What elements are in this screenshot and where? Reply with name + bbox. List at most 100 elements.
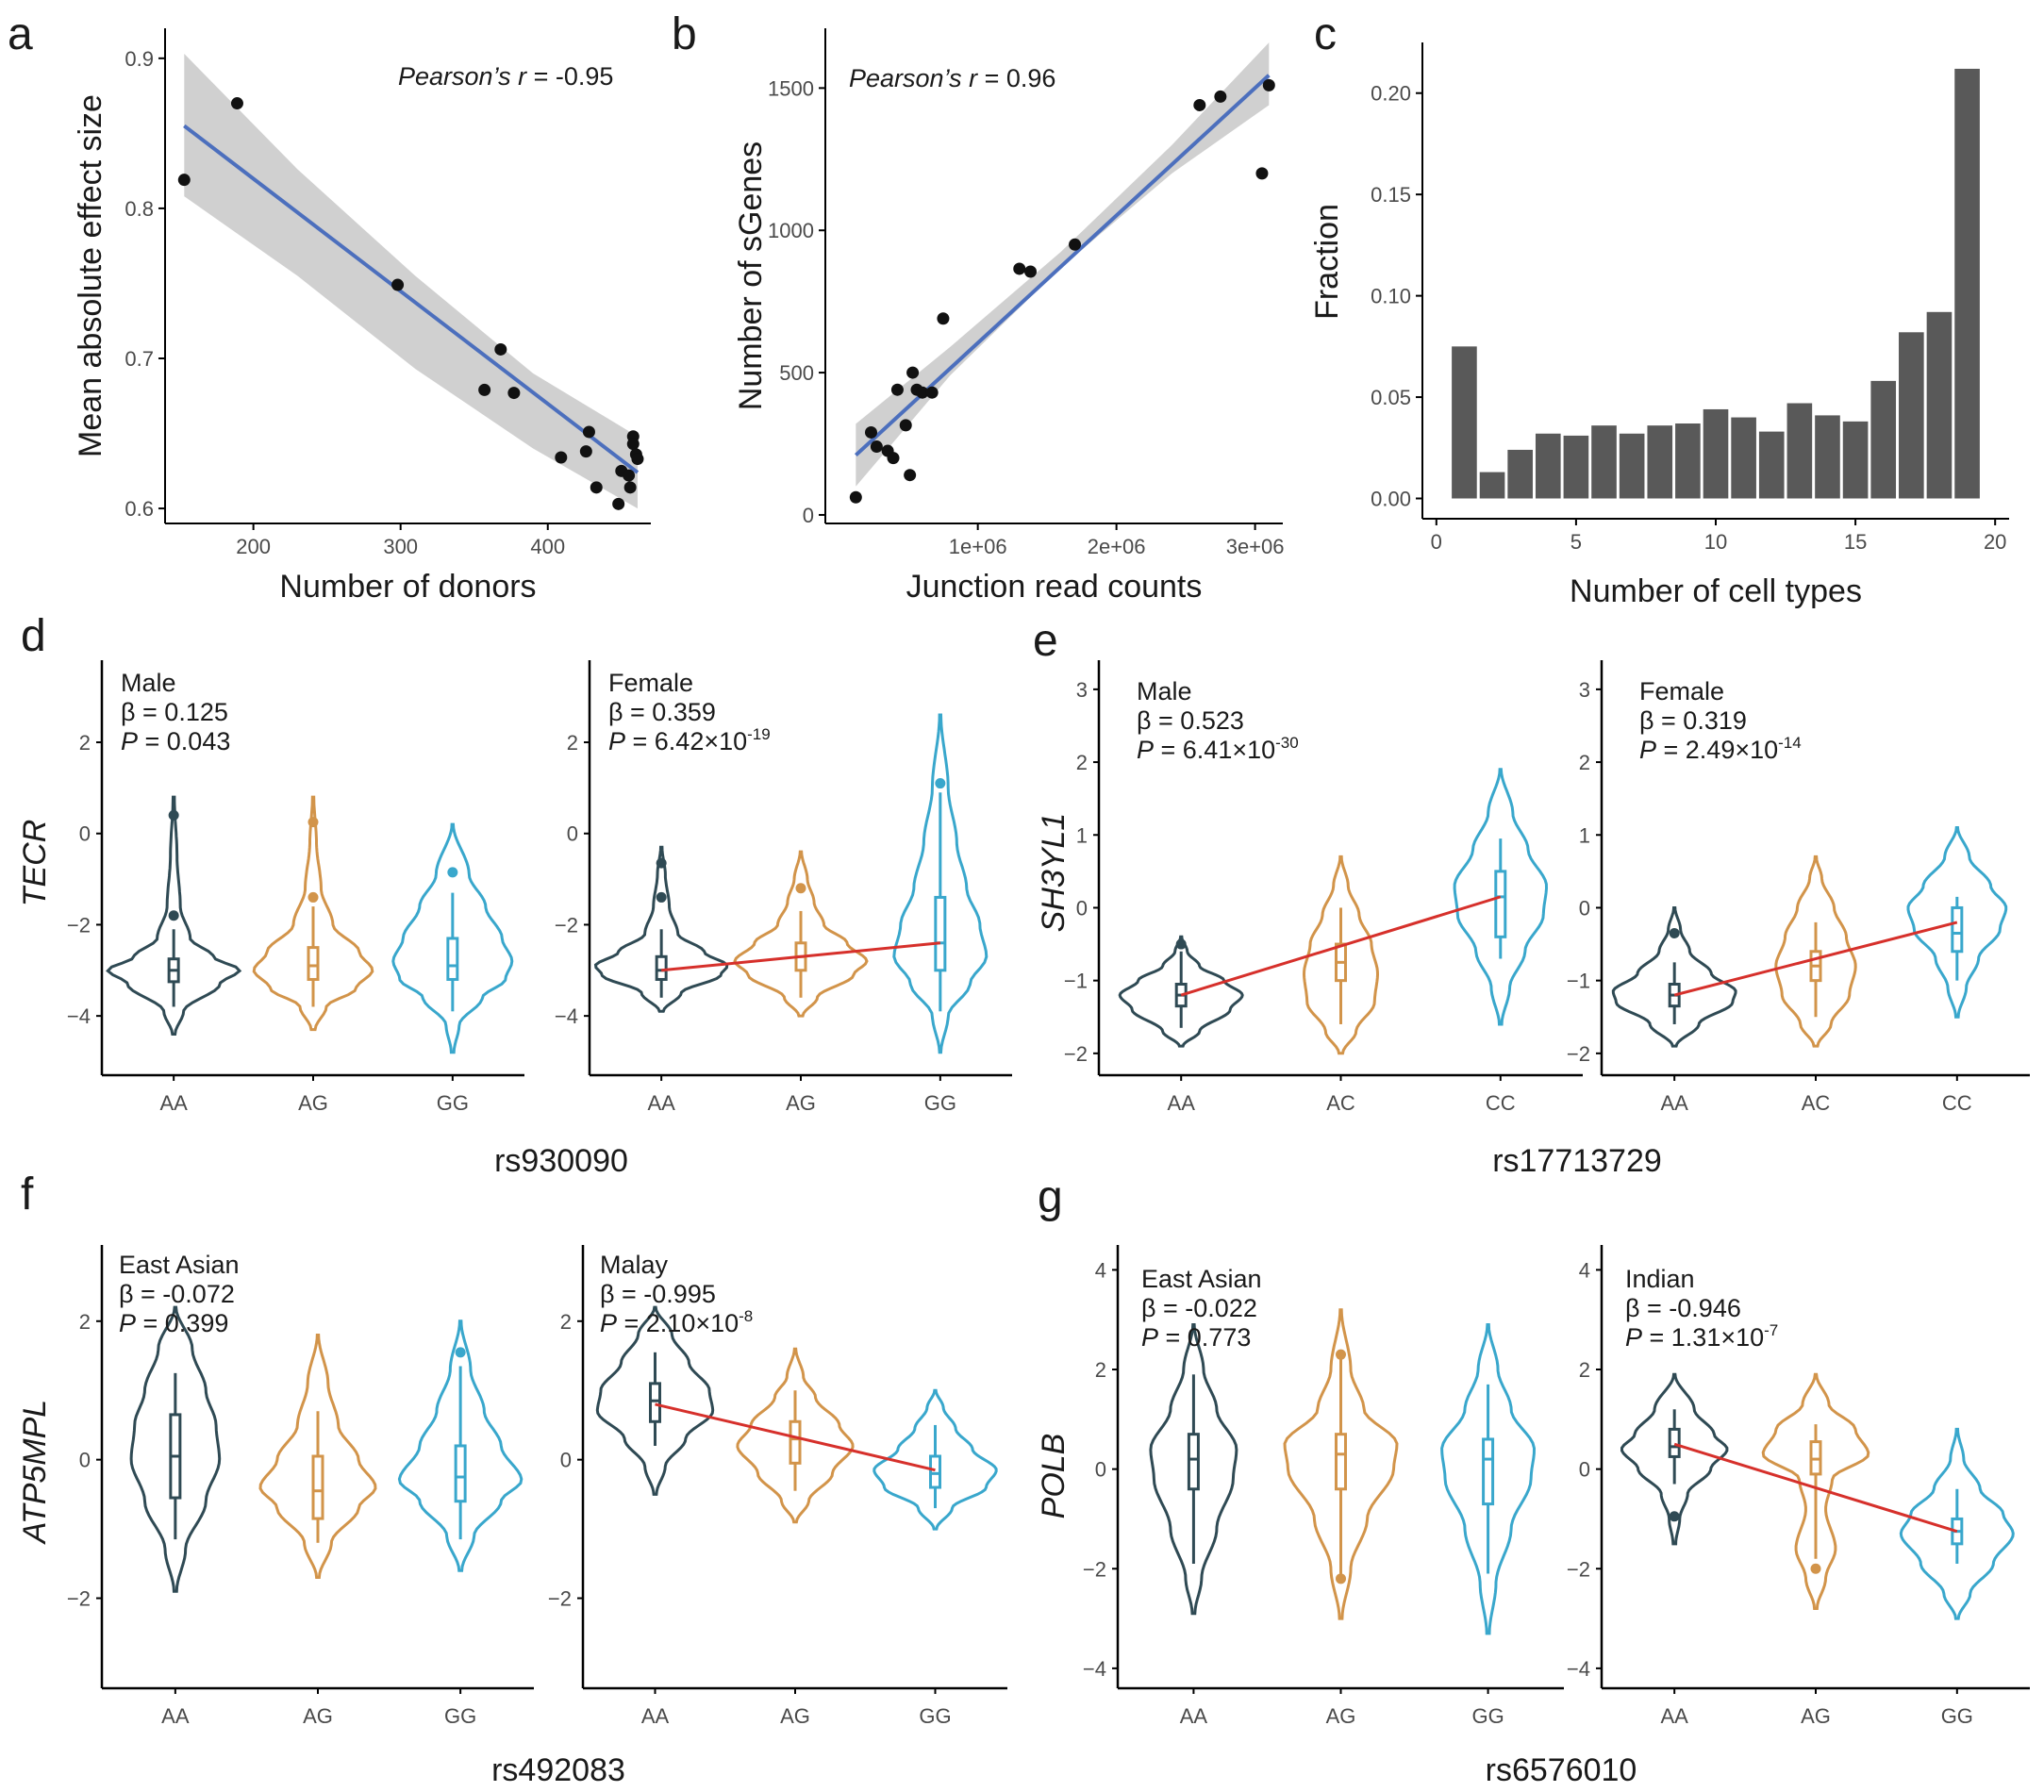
y-tick-label: 0.15 xyxy=(1371,183,1411,207)
group-label: East Asian xyxy=(1141,1265,1262,1293)
x-tick-label-aa: AA xyxy=(1661,1704,1689,1728)
bar xyxy=(1731,417,1756,499)
y-tick-label: 0.9 xyxy=(125,47,154,71)
bar xyxy=(1758,431,1785,499)
y-tick-label: 0 xyxy=(1579,1458,1590,1482)
y-tick-label: 0.7 xyxy=(125,347,154,371)
bar xyxy=(1926,311,1953,499)
p-symbol: P xyxy=(121,727,138,755)
data-point xyxy=(1069,238,1082,251)
p-value: P = 6.42×10-19 xyxy=(608,725,771,755)
y-tick-label: 0.20 xyxy=(1371,82,1411,106)
violin-ag xyxy=(252,795,374,1032)
confidence-band xyxy=(184,54,638,509)
gene-label: SH3YL1 xyxy=(1036,813,1072,933)
data-point xyxy=(925,386,939,399)
p-base: = 0.399 xyxy=(136,1309,228,1337)
violin-ag xyxy=(1761,1372,1870,1610)
panel-letter-b: b xyxy=(672,9,697,59)
bar xyxy=(1870,380,1897,499)
data-point xyxy=(865,425,877,439)
x-tick-label-gg: GG xyxy=(919,1704,951,1728)
box-aa xyxy=(649,1382,661,1423)
y-tick-label: 0 xyxy=(560,1449,572,1472)
x-tick-label-aa: AA xyxy=(1168,1091,1196,1115)
data-point xyxy=(507,387,521,400)
y-tick-label: −2 xyxy=(1083,1557,1106,1581)
pearson-annotation: Pearson’s r = 0.96 xyxy=(849,64,1055,92)
y-tick-label: 0 xyxy=(1579,896,1590,920)
y-tick-label: 0 xyxy=(79,1449,91,1472)
y-tick-label: 3 xyxy=(1076,678,1088,702)
pearson-r: r xyxy=(969,64,978,92)
p-value: P = 0.399 xyxy=(119,1309,228,1337)
y-tick-label: 1500 xyxy=(768,76,814,100)
y-axis-label: Number of sGenes xyxy=(733,141,769,410)
regression-line xyxy=(1180,895,1502,997)
y-tick-label: 0 xyxy=(567,822,578,846)
panel-c: 0 5 10 15 20 0.00 0.05 0.10 0.15 0.20 Number of ce… xyxy=(1309,42,2009,609)
p-base: = 2.10×10 xyxy=(617,1309,739,1337)
box-ag xyxy=(307,946,320,981)
violin-aa xyxy=(593,845,729,1013)
data-point xyxy=(849,490,862,504)
regression-line xyxy=(655,1402,936,1472)
data-point xyxy=(904,469,917,482)
data-point xyxy=(1024,265,1038,278)
y-axis-label: Mean absolute effect size xyxy=(73,94,108,457)
x-tick-label-aa: AA xyxy=(161,1704,190,1728)
outlier-point xyxy=(1669,927,1680,938)
pearson-prefix: Pearson’s xyxy=(398,62,518,91)
x-tick-label-gg: GG xyxy=(924,1091,956,1115)
violin-ac xyxy=(1302,855,1380,1055)
x-tick-label: 400 xyxy=(530,535,565,558)
box-gg xyxy=(934,895,947,972)
violin-aa xyxy=(1118,935,1244,1048)
group-label: Malay xyxy=(600,1251,669,1279)
x-tick-label: 0 xyxy=(1431,530,1442,554)
bar xyxy=(1703,408,1729,499)
box-cc xyxy=(1494,870,1507,938)
group-label: Indian xyxy=(1625,1265,1695,1293)
violin-cc xyxy=(1906,826,2008,1019)
regression-line xyxy=(661,941,940,972)
x-tick-label-ag: AG xyxy=(298,1091,328,1115)
x-axis-label: Number of donors xyxy=(279,569,536,605)
group-label: Male xyxy=(121,669,176,697)
y-tick-label: −4 xyxy=(67,1004,91,1028)
y-tick-label: 1000 xyxy=(768,219,814,242)
p-symbol: P xyxy=(1625,1323,1642,1352)
p-symbol: P xyxy=(119,1309,136,1337)
panel-letter-d: d xyxy=(21,611,46,661)
bar xyxy=(1786,403,1813,499)
data-point xyxy=(887,452,900,465)
panel-letter-e: e xyxy=(1033,616,1058,666)
violin-aa xyxy=(595,1305,715,1496)
y-tick-label: 2 xyxy=(1579,751,1590,774)
outlier-point xyxy=(168,809,179,821)
y-tick-label: −2 xyxy=(67,1587,91,1611)
box-ag xyxy=(789,1419,802,1465)
pearson-value: = -0.95 xyxy=(526,62,613,91)
y-tick-label: 0.05 xyxy=(1371,386,1411,409)
y-tick-label: 2 xyxy=(1095,1358,1106,1382)
x-tick-label-aa: AA xyxy=(647,1091,675,1115)
outlier-point xyxy=(168,910,179,921)
violin-gg xyxy=(892,713,989,1054)
bar xyxy=(1591,425,1617,499)
x-tick-label-aa: AA xyxy=(641,1704,670,1728)
trend-line xyxy=(183,124,640,474)
y-tick-label: 0.10 xyxy=(1371,285,1411,308)
y-tick-label: 500 xyxy=(779,361,814,385)
p-symbol: P xyxy=(608,727,625,755)
pearson-prefix: Pearson’s xyxy=(849,64,969,92)
p-base: = 2.49×10 xyxy=(1656,736,1778,764)
y-tick-label: 2 xyxy=(567,731,578,755)
gene-label: ATP5MPL xyxy=(17,1400,53,1545)
outlier-point xyxy=(935,778,946,789)
data-point xyxy=(1013,262,1026,275)
